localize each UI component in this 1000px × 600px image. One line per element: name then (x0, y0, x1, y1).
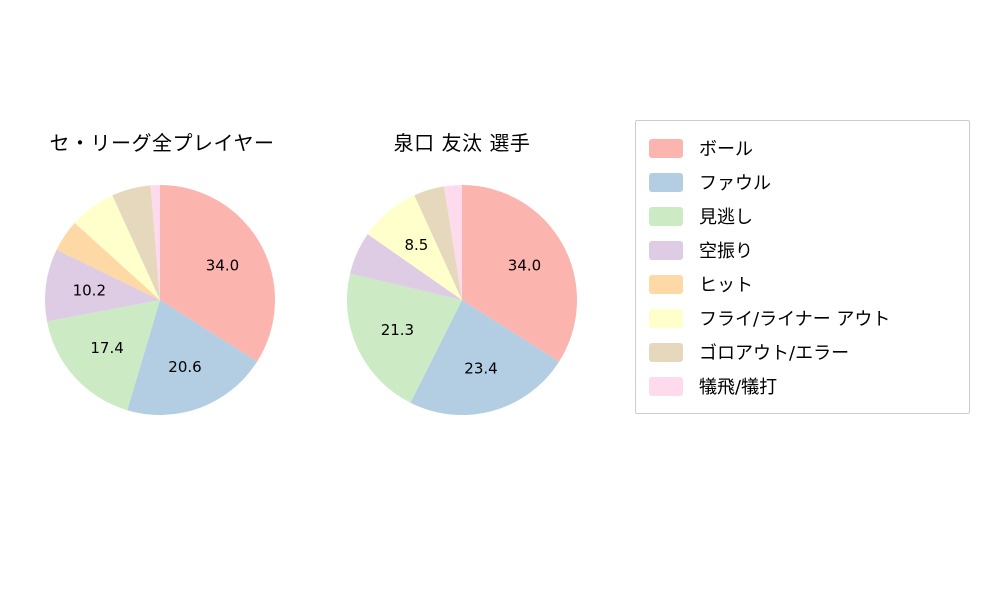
legend-swatch (649, 138, 683, 158)
legend-label: ファウル (699, 173, 771, 194)
pie-slice-0 (462, 185, 577, 362)
legend-item-4: ヒット (649, 267, 959, 301)
pie-title-player: 泉口 友汰 選手 (393, 131, 531, 155)
pie-value-label: 23.4 (464, 360, 497, 378)
legend-item-2: 見逃し (649, 199, 959, 233)
pie-value-label: 17.4 (90, 339, 123, 357)
legend-swatch (649, 240, 683, 260)
pie-slice-3 (45, 249, 160, 322)
legend-item-3: 空振り (649, 233, 959, 267)
pie-slice-0 (160, 185, 275, 362)
pie-slice-1 (410, 300, 560, 415)
legend-item-1: ファウル (649, 165, 959, 199)
pie-chart-player: 34.0 23.4 21.3 8.5 (347, 185, 577, 415)
pie-slice-5 (74, 195, 160, 300)
pie-slice-6 (112, 185, 160, 300)
legend-swatch (649, 206, 683, 226)
legend-swatch (649, 376, 683, 396)
legend-label: 見逃し (699, 207, 753, 228)
legend-item-7: 犠飛/犠打 (649, 369, 959, 403)
legend-label: ヒット (699, 275, 753, 296)
legend-item-6: ゴロアウト/エラー (649, 335, 959, 369)
pie-slice-5 (367, 195, 462, 300)
pie-slice-1 (127, 300, 258, 415)
pie-slice-6 (414, 186, 462, 300)
legend-label: 犠飛/犠打 (699, 377, 778, 398)
legend-label: フライ/ライナー アウト (699, 309, 891, 330)
pie-chart-league: 34.0 20.6 17.4 10.2 (45, 185, 275, 415)
legend-swatch (649, 274, 683, 294)
legend-swatch (649, 342, 683, 362)
legend-label: ゴロアウト/エラー (699, 343, 850, 364)
pie-slice-2 (47, 300, 160, 411)
legend-label: 空振り (699, 241, 753, 262)
pie-value-label: 34.0 (206, 257, 239, 275)
legend-swatch (649, 172, 683, 192)
pie-slice-7 (150, 185, 160, 300)
legend-label: ボール (699, 139, 753, 160)
legend: ボールファウル見逃し空振りヒットフライ/ライナー アウト ゴロアウト/エラー 犠飛/… (635, 120, 970, 414)
pie-value-label: 10.2 (73, 282, 106, 300)
pie-value-label: 8.5 (404, 236, 428, 254)
pie-value-label: 21.3 (381, 321, 414, 339)
legend-item-5: フライ/ライナー アウト (649, 301, 959, 335)
pie-slice-7 (444, 185, 462, 300)
pie-slice-3 (350, 234, 462, 300)
pie-slice-4 (56, 222, 160, 300)
pie-value-label: 20.6 (168, 358, 201, 376)
legend-swatch (649, 308, 683, 328)
pie-value-label: 34.0 (508, 257, 541, 275)
pie-slice-2 (347, 273, 462, 403)
pie-title-league: セ・リーグ全プレイヤー (49, 131, 275, 155)
legend-item-0: ボール (649, 131, 959, 165)
